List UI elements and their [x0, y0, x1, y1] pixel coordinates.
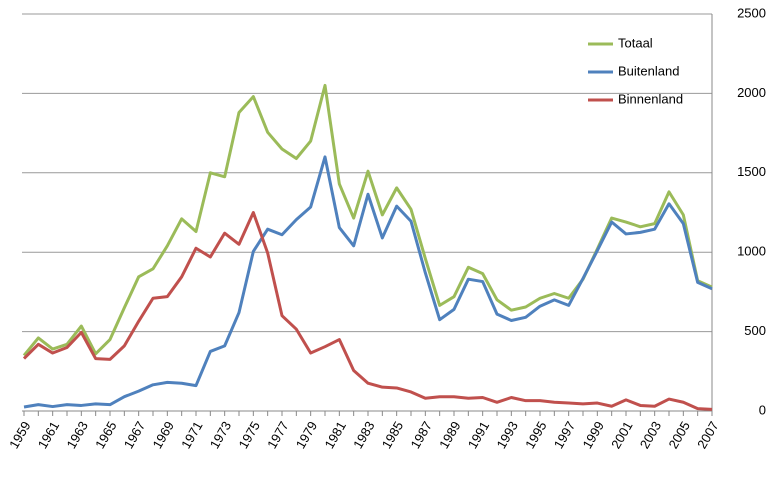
- x-tick-label: 1963: [63, 419, 90, 452]
- x-tick-label: 1975: [235, 419, 262, 452]
- x-tick-label: 2003: [637, 419, 664, 452]
- x-tick-label: 1967: [121, 419, 148, 452]
- legend-label: Buitenland: [618, 63, 679, 78]
- x-tick-label: 1961: [35, 419, 62, 452]
- y-tick-label: 1000: [737, 244, 766, 259]
- x-tick-label: 1987: [407, 419, 434, 452]
- legend-label: Binnenland: [618, 91, 683, 106]
- x-tick-label: 1997: [551, 419, 578, 452]
- x-tick-label: 2005: [665, 419, 692, 452]
- x-tick-label: 2001: [608, 419, 635, 452]
- x-tick-label: 1981: [321, 419, 348, 452]
- y-tick-label: 0: [759, 402, 766, 417]
- x-tick-label: 1985: [379, 419, 406, 452]
- series-line: [23, 155, 713, 409]
- x-tick-label: 1991: [465, 419, 492, 452]
- series-line: [22, 211, 713, 411]
- x-tick-label: 1993: [493, 419, 520, 452]
- y-tick-label: 2500: [737, 5, 766, 20]
- x-tick-label: 1983: [350, 419, 377, 452]
- x-tick-label: 1969: [149, 419, 176, 452]
- x-tick-label: 1973: [207, 419, 234, 452]
- x-tick-label: 1999: [579, 419, 606, 452]
- x-tick-label: 2007: [694, 419, 721, 452]
- y-tick-label: 1500: [737, 164, 766, 179]
- x-tick-label: 1979: [293, 419, 320, 452]
- x-tick-label: 1971: [178, 419, 205, 452]
- series-line: [22, 83, 713, 357]
- y-tick-label: 2000: [737, 85, 766, 100]
- legend-label: Totaal: [618, 35, 653, 50]
- x-tick-label: 1989: [436, 419, 463, 452]
- x-tick-label: 1959: [6, 419, 33, 452]
- y-tick-label: 500: [744, 323, 766, 338]
- x-tick-label: 1965: [92, 419, 119, 452]
- x-tick-label: 1977: [264, 419, 291, 452]
- x-tick-label: 1995: [522, 419, 549, 452]
